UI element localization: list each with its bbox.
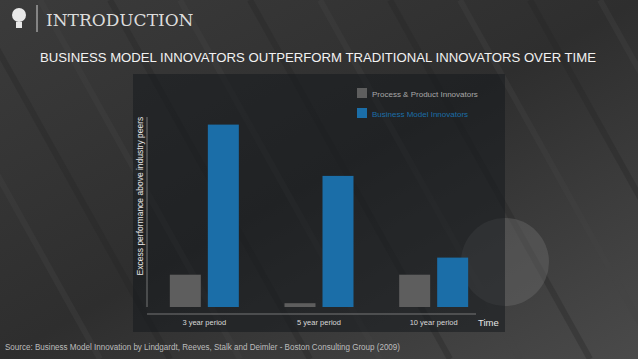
y-axis-label: Excess performance above industry peers <box>135 117 145 276</box>
canvas: INTRODUCTION BUSINESS MODEL INNOVATORS OU… <box>0 0 638 359</box>
header-title: INTRODUCTION <box>46 10 194 30</box>
bulb-icon <box>12 8 26 28</box>
wood-grain <box>600 0 638 359</box>
legend-label: Process & Product Innovators <box>372 90 478 99</box>
page: INTRODUCTION BUSINESS MODEL INNOVATORS OU… <box>0 0 638 359</box>
source-note: Source: Business Model Innovation by Lin… <box>5 342 400 352</box>
x-tick-label: 5 year period <box>297 318 341 327</box>
legend-swatch <box>357 88 367 98</box>
bulb-glass <box>12 8 26 22</box>
bar <box>399 275 430 307</box>
chart-title: BUSINESS MODEL INNOVATORS OUTPERFORM TRA… <box>40 50 596 65</box>
x-axis <box>147 314 476 315</box>
bars <box>170 125 468 307</box>
legend-swatch <box>357 108 367 118</box>
plot-panel <box>133 74 505 332</box>
bulb-base <box>16 22 22 28</box>
bar <box>170 275 201 307</box>
legend-label: Business Model Innovators <box>372 110 468 119</box>
bar <box>285 303 316 307</box>
bar <box>323 176 354 307</box>
header-divider <box>37 5 38 32</box>
bar <box>208 125 239 307</box>
bar <box>437 258 468 307</box>
y-axis <box>147 117 148 307</box>
x-tick-label: 3 year period <box>182 318 226 327</box>
background <box>0 0 638 359</box>
x-tick-label: 10 year period <box>410 318 458 327</box>
x-axis-label: Time <box>478 317 499 328</box>
